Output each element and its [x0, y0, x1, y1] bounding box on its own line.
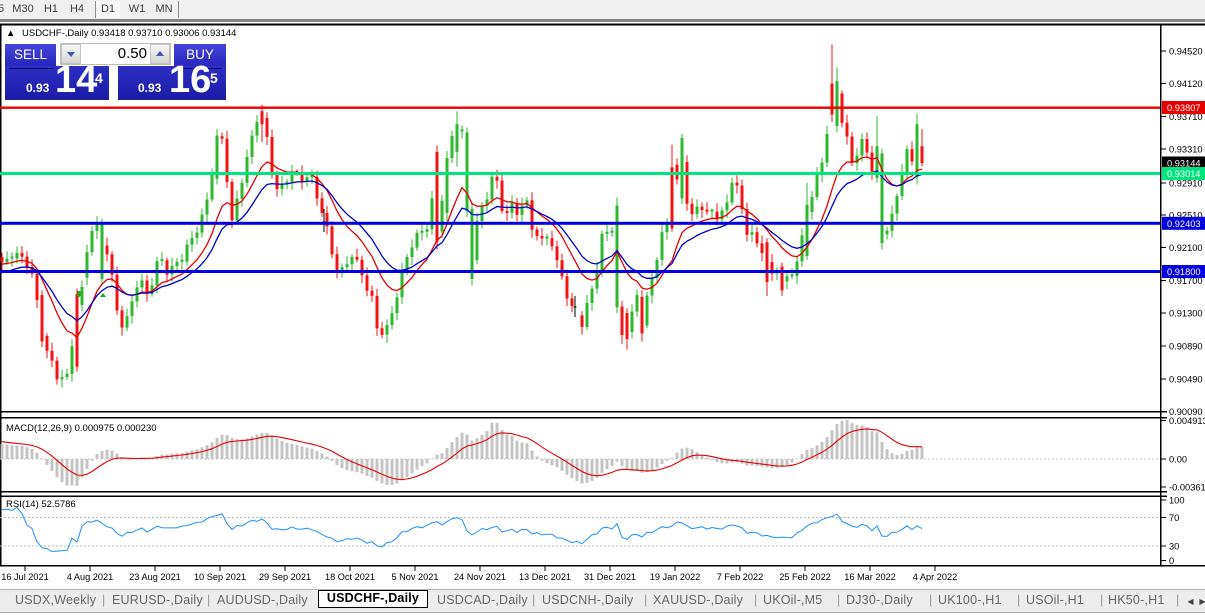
- svg-text:29 Sep 2021: 29 Sep 2021: [259, 572, 311, 582]
- svg-text:0.004913: 0.004913: [1169, 416, 1205, 426]
- svg-text:23 Aug 2021: 23 Aug 2021: [129, 572, 181, 582]
- svg-text:5 Nov 2021: 5 Nov 2021: [392, 572, 439, 582]
- svg-text:31 Dec 2021: 31 Dec 2021: [584, 572, 636, 582]
- svg-text:0.00: 0.00: [1169, 455, 1187, 465]
- svg-text:0.91700: 0.91700: [1169, 276, 1203, 286]
- svg-text:30: 30: [1169, 542, 1179, 552]
- svg-text:0.93014: 0.93014: [1167, 169, 1201, 179]
- svg-text:0.90090: 0.90090: [1169, 407, 1203, 417]
- svg-text:4 Apr 2022: 4 Apr 2022: [913, 572, 957, 582]
- svg-text:0.91800: 0.91800: [1167, 267, 1201, 277]
- svg-text:0.94520: 0.94520: [1169, 47, 1203, 57]
- svg-text:70: 70: [1169, 513, 1179, 523]
- svg-text:MACD(12,26,9) 0.000975 0.00023: MACD(12,26,9) 0.000975 0.000230: [6, 423, 157, 434]
- svg-text:0.93144: 0.93144: [1167, 159, 1201, 169]
- svg-text:RSI(14) 52.5786: RSI(14) 52.5786: [6, 499, 76, 510]
- svg-text:0.93710: 0.93710: [1169, 112, 1203, 122]
- svg-text:13 Dec 2021: 13 Dec 2021: [519, 572, 571, 582]
- svg-text:0.90890: 0.90890: [1169, 342, 1203, 352]
- svg-text:USDCHF-,Daily 0.93418 0.93710: USDCHF-,Daily 0.93418 0.93710 0.93006 0.…: [22, 28, 236, 39]
- svg-text:100: 100: [1169, 496, 1185, 506]
- svg-text:-0.00361: -0.00361: [1169, 483, 1205, 493]
- svg-text:4 Aug 2021: 4 Aug 2021: [67, 572, 114, 582]
- svg-text:0.92510: 0.92510: [1169, 211, 1203, 221]
- svg-text:0.94120: 0.94120: [1169, 79, 1203, 89]
- svg-text:0.93807: 0.93807: [1167, 103, 1201, 113]
- svg-text:0.92100: 0.92100: [1169, 243, 1203, 253]
- svg-text:0.92403: 0.92403: [1167, 219, 1201, 229]
- svg-text:10 Sep 2021: 10 Sep 2021: [194, 572, 246, 582]
- svg-text:18 Oct 2021: 18 Oct 2021: [325, 572, 375, 582]
- svg-text:24 Nov 2021: 24 Nov 2021: [454, 572, 506, 582]
- svg-text:0.91300: 0.91300: [1169, 309, 1203, 319]
- svg-text:16 Mar 2022: 16 Mar 2022: [844, 572, 896, 582]
- svg-text:0.93310: 0.93310: [1169, 145, 1203, 155]
- svg-text:25 Feb 2022: 25 Feb 2022: [779, 572, 831, 582]
- svg-text:19 Jan 2022: 19 Jan 2022: [650, 572, 701, 582]
- svg-text:7 Feb 2022: 7 Feb 2022: [717, 572, 764, 582]
- svg-text:▲: ▲: [6, 28, 15, 39]
- svg-text:0.92910: 0.92910: [1169, 179, 1203, 189]
- svg-text:16 Jul 2021: 16 Jul 2021: [1, 572, 49, 582]
- svg-text:0: 0: [1169, 556, 1174, 566]
- svg-text:0.90490: 0.90490: [1169, 375, 1203, 385]
